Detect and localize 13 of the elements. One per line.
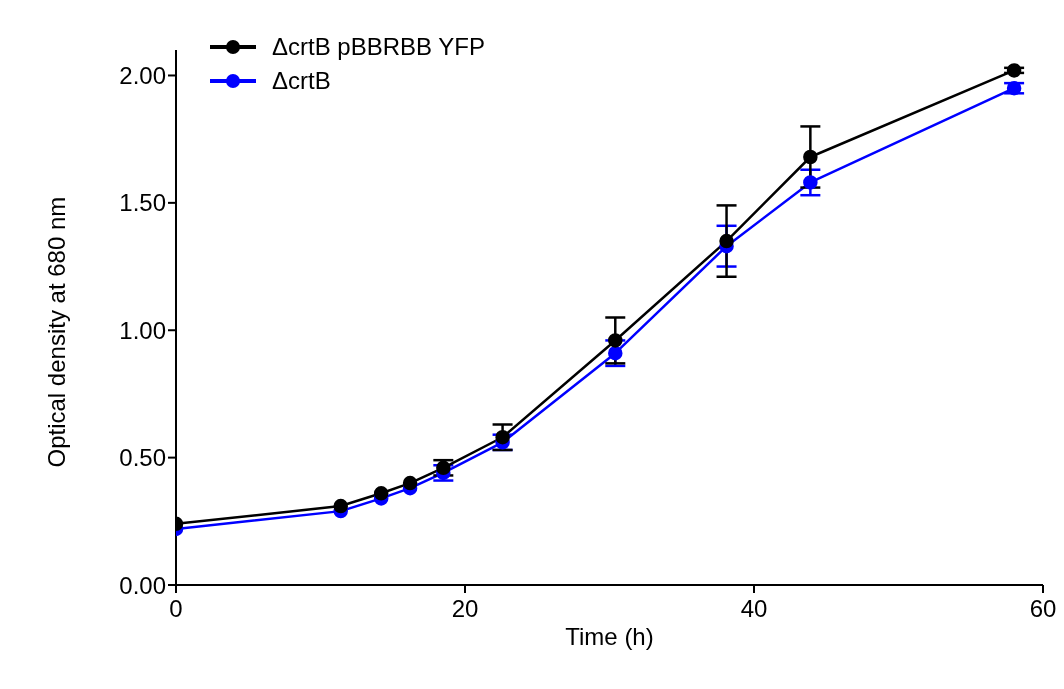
legend-label: ΔcrtB pBBRBB YFP — [272, 32, 485, 62]
legend-label: ΔcrtB — [272, 66, 331, 96]
y-tick-label: 0.50 — [119, 444, 166, 472]
y-tick-label: 1.50 — [119, 189, 166, 217]
x-axis-title: Time (h) — [565, 623, 654, 650]
y-tick-label: 1.00 — [119, 316, 166, 344]
y-tick-label: 2.00 — [119, 62, 166, 89]
x-tick-label: 0 — [169, 595, 183, 622]
x-tick-label: 40 — [740, 595, 768, 622]
y-tick-label: 0.00 — [119, 571, 166, 599]
x-tick-label: 60 — [1029, 595, 1057, 622]
x-tick-label: 20 — [451, 595, 479, 622]
y-axis-title: Optical density at 680 nm — [42, 196, 70, 468]
